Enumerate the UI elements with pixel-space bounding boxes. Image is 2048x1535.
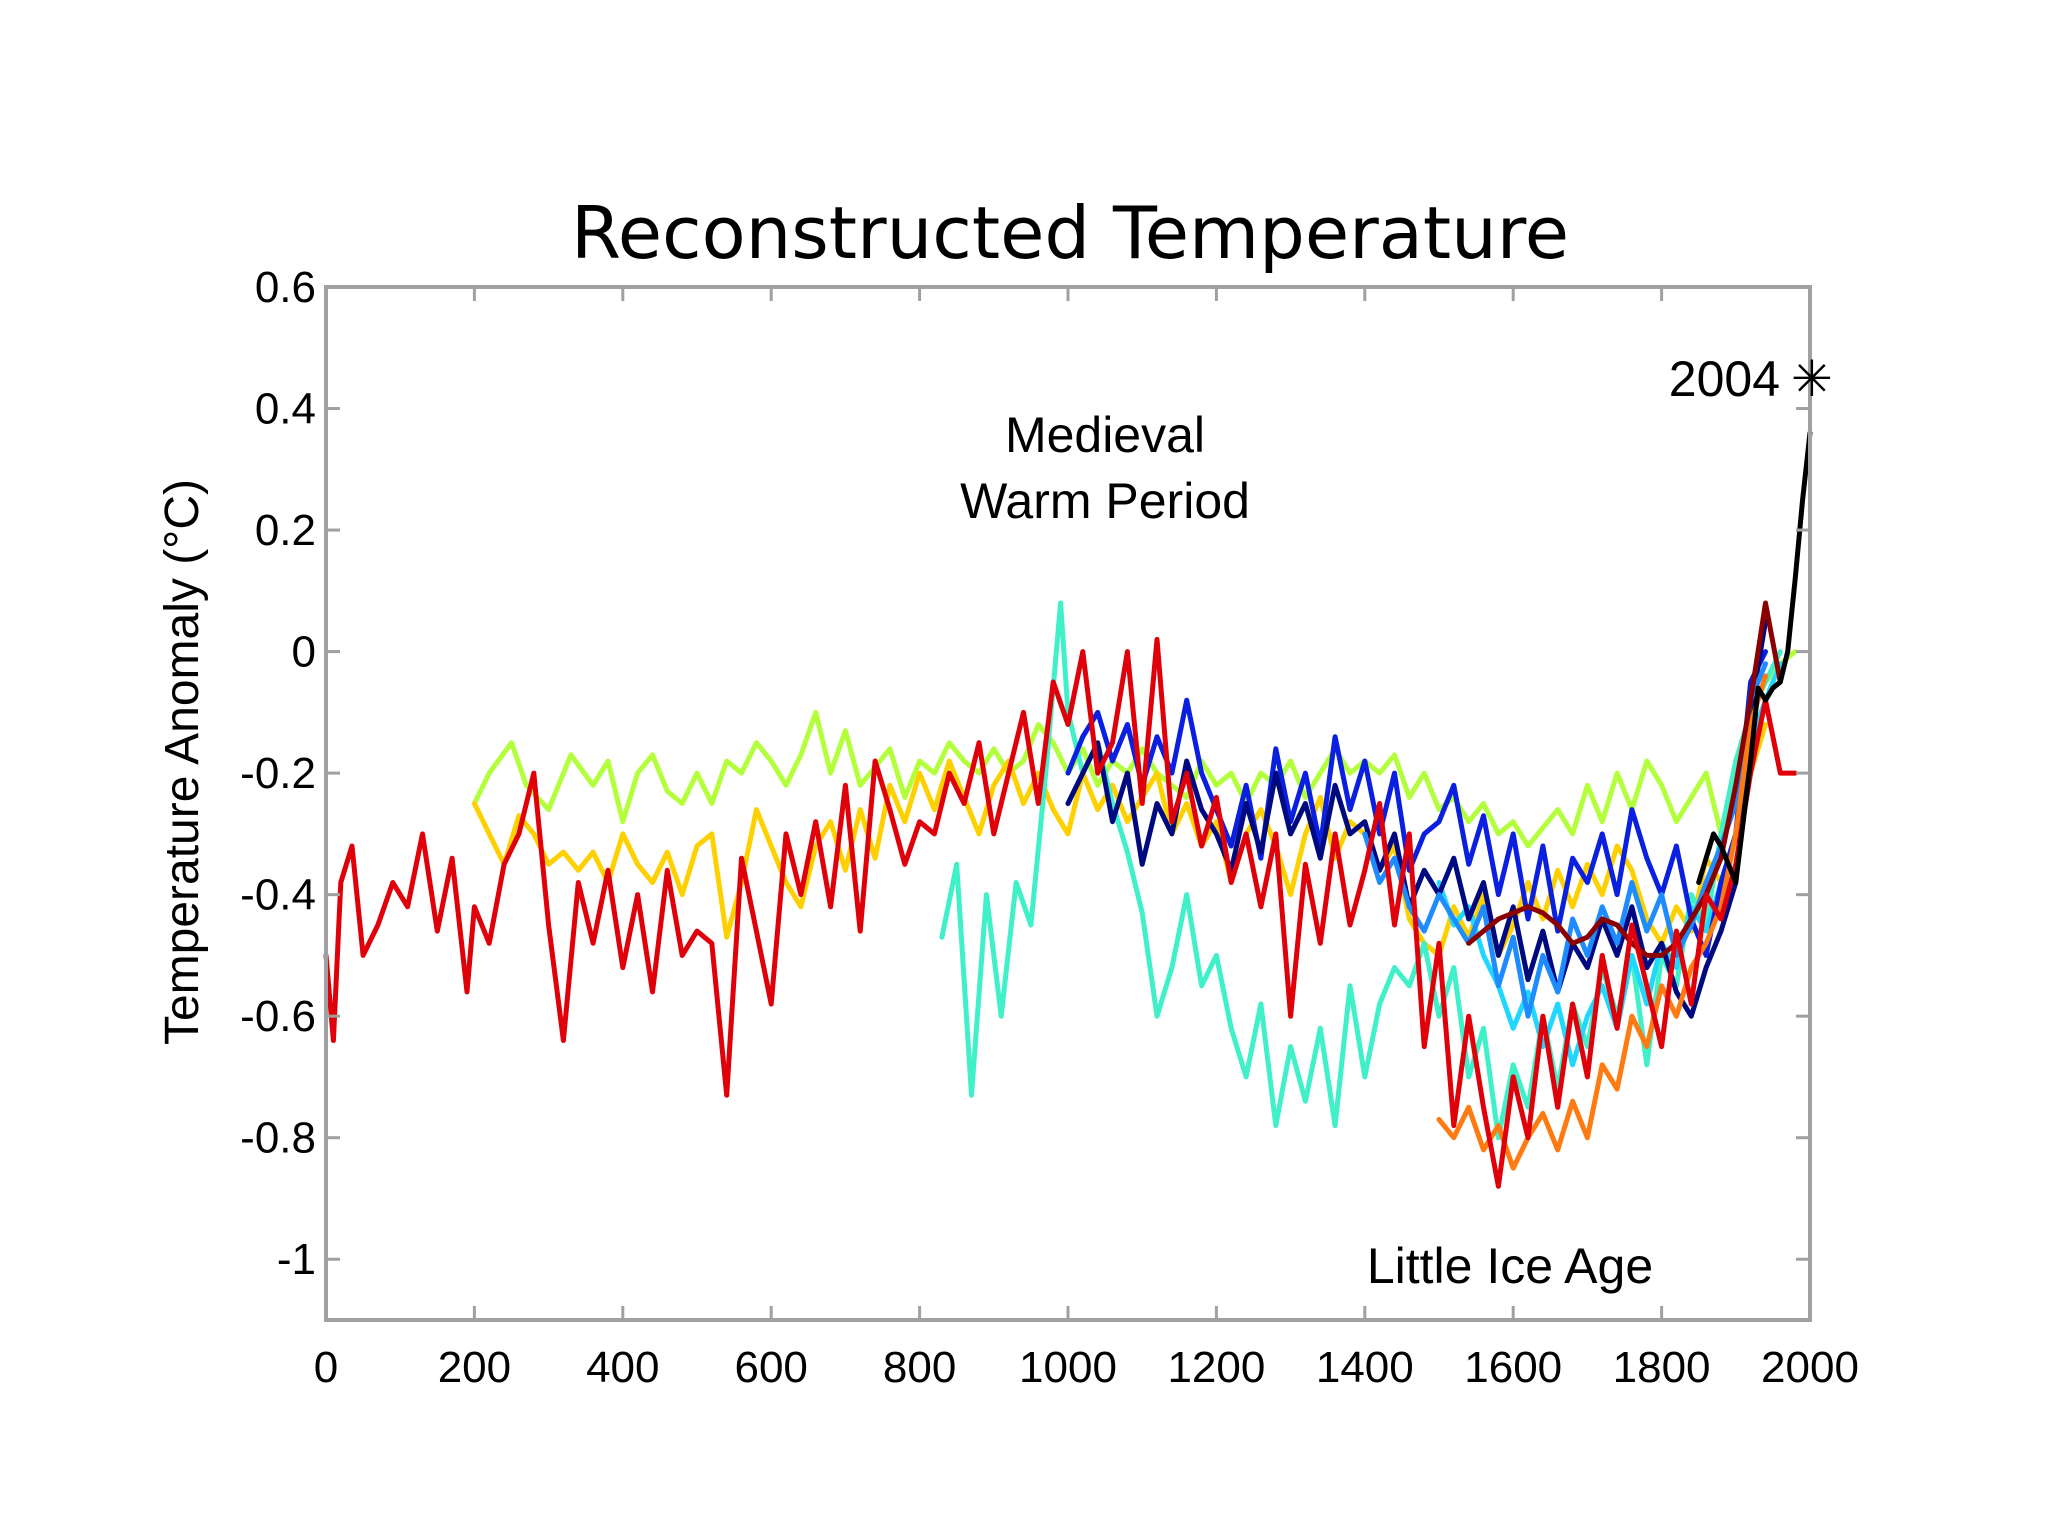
x-tick-label: 800	[883, 1343, 956, 1392]
series-line-dark-red	[1466, 600, 1783, 958]
x-tick-label: 200	[438, 1343, 511, 1392]
y-tick-label: -0.6	[240, 992, 316, 1041]
asterisk-marker-icon: ✳	[1791, 350, 1833, 408]
y-tick-label: 0.4	[255, 385, 316, 434]
y-tick-label: -0.4	[240, 871, 316, 920]
y-tick-label: -1	[277, 1235, 316, 1284]
x-ticks: 0 200 400 600 800 1000 1200 1400 1600 1800 2000	[314, 287, 1859, 1392]
series-layer	[323, 430, 1813, 1189]
y-tick-label: 0	[292, 628, 316, 677]
annotation-warm-period: Warm Period	[960, 473, 1250, 529]
x-tick-label: 1400	[1316, 1343, 1414, 1392]
x-tick-label: 2000	[1761, 1343, 1859, 1392]
x-tick-label: 1000	[1019, 1343, 1117, 1392]
x-tick-label: 600	[734, 1343, 807, 1392]
x-tick-label: 0	[314, 1343, 338, 1392]
y-axis-label: Temperature Anomaly (°C)	[156, 479, 209, 1045]
annotation-medieval: Medieval	[1005, 407, 1205, 463]
series-line-black	[1696, 430, 1813, 885]
x-tick-label: 400	[586, 1343, 659, 1392]
annotation-2004-label: 2004	[1669, 351, 1780, 407]
y-tick-label: -0.8	[240, 1114, 316, 1163]
x-tick-label: 1600	[1464, 1343, 1562, 1392]
x-tick-label: 1200	[1167, 1343, 1265, 1392]
x-tick-label: 1800	[1613, 1343, 1711, 1392]
annotation-little-ice-age: Little Ice Age	[1367, 1238, 1653, 1294]
series-line-orange	[1436, 673, 1768, 1171]
y-ticks: 0.6 0.4 0.2 0 -0.2 -0.4 -0.6 -0.8 -1	[240, 263, 1810, 1284]
series-line-blue	[1065, 649, 1768, 958]
chart-title: Reconstructed Temperature	[571, 191, 1569, 275]
y-tick-label: 0.6	[255, 263, 316, 312]
y-tick-label: -0.2	[240, 749, 316, 798]
series-line-red	[323, 636, 1798, 1189]
y-tick-label: 0.2	[255, 506, 316, 555]
series-line-aquamarine	[939, 600, 1783, 1141]
